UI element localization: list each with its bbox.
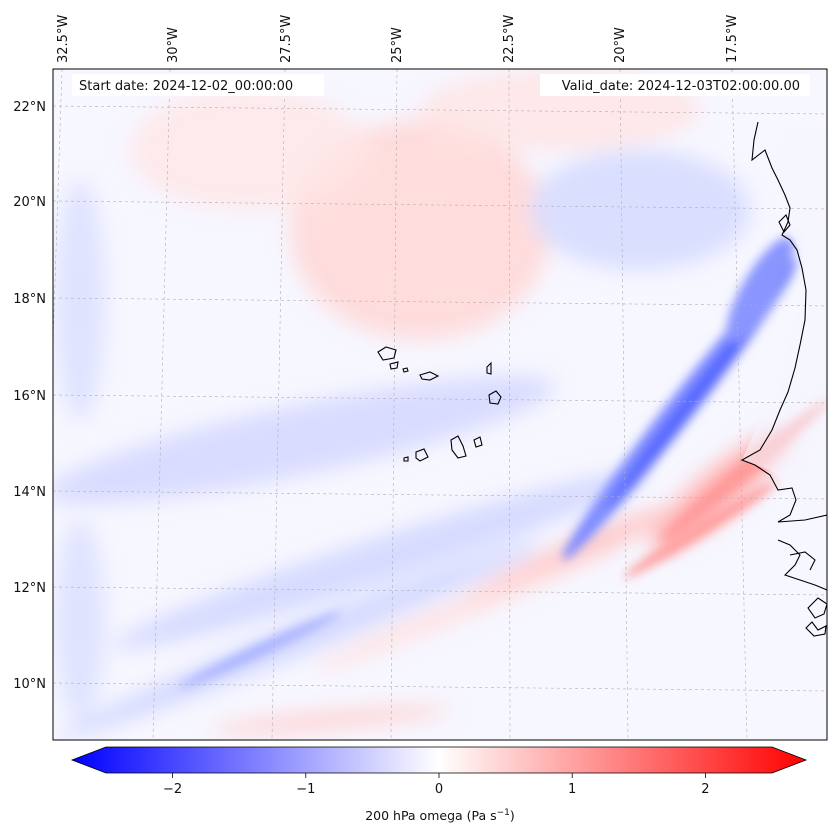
latitude-labels: 22°N 20°N 18°N 16°N 14°N 12°N 10°N xyxy=(13,100,46,692)
colorbar-tick-label: 1 xyxy=(568,782,576,797)
colorbar-tick-label: 2 xyxy=(701,782,709,797)
lat-label-16n: 16°N xyxy=(13,389,46,404)
colorbar-tick-label: −2 xyxy=(163,782,182,797)
lat-label-18n: 18°N xyxy=(13,292,46,307)
colorbar: −2 −1 0 1 2 200 hPa omega (Pa s−1) xyxy=(70,746,808,823)
gridlines xyxy=(53,69,827,740)
colorbar-tick-label: 0 xyxy=(435,782,443,797)
lat-label-12n: 12°N xyxy=(13,581,46,596)
colorbar-tick-label: −1 xyxy=(296,782,315,797)
start-date-label: Start date: 2024-12-02_00:00:00 xyxy=(79,79,293,94)
valid-date-label: Valid_date: 2024-12-03T02:00:00.00 xyxy=(562,79,800,94)
start-date-box xyxy=(72,74,324,96)
colorbar-label: 200 hPa omega (Pa s−1) xyxy=(365,808,515,823)
coastlines xyxy=(377,121,827,637)
lon-label-32-5w: 32.5°W xyxy=(56,15,71,63)
lon-label-27-5w: 27.5°W xyxy=(279,15,294,63)
lon-label-22-5w: 22.5°W xyxy=(502,15,517,63)
lon-label-25w: 25°W xyxy=(390,27,405,63)
colorbar-bar xyxy=(70,746,808,774)
map-frame xyxy=(52,68,828,741)
longitude-labels: 32.5°W 30°W 27.5°W 25°W 22.5°W 20°W 17.5… xyxy=(56,15,740,63)
valid-date-box xyxy=(540,74,810,96)
lon-label-30w: 30°W xyxy=(166,27,181,63)
lat-label-20n: 20°N xyxy=(13,195,46,210)
lat-label-10n: 10°N xyxy=(13,677,46,692)
lat-label-14n: 14°N xyxy=(13,485,46,500)
omega-field xyxy=(53,69,827,740)
colorbar-ticks: −2 −1 0 1 2 xyxy=(163,773,710,797)
lat-label-22n: 22°N xyxy=(13,100,46,115)
lon-label-20w: 20°W xyxy=(613,27,628,63)
lon-label-17-5w: 17.5°W xyxy=(725,15,740,63)
